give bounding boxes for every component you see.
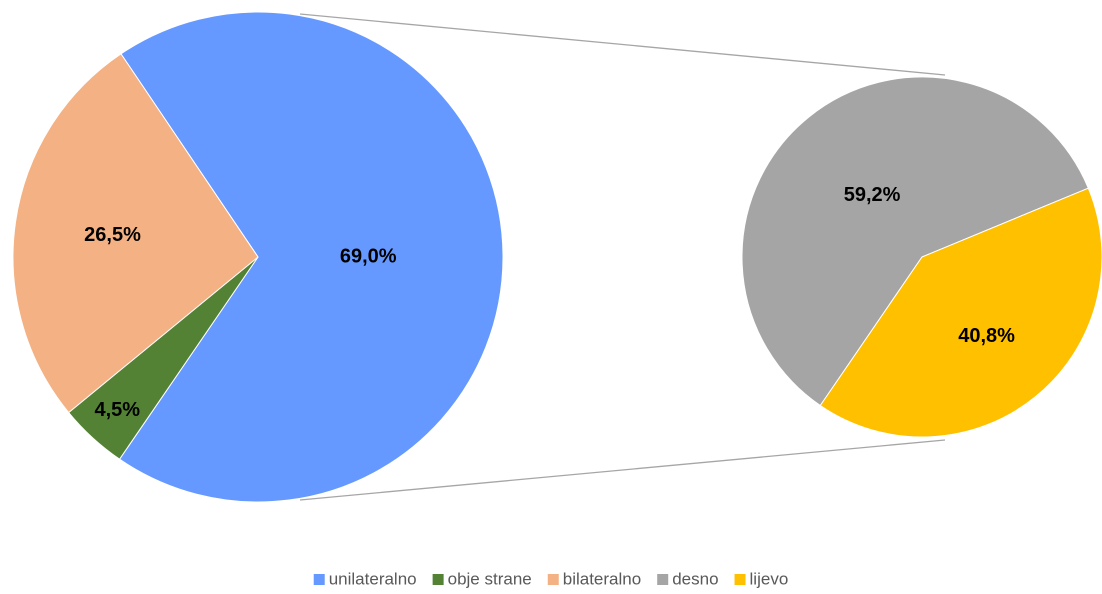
value-label: 26,5% (84, 224, 141, 246)
legend-label: desno (672, 569, 718, 588)
pie-slice (741, 76, 1089, 407)
legend-swatch (432, 574, 444, 585)
value-label: 4,5% (95, 399, 141, 421)
legend-swatch (657, 574, 669, 585)
legend-label: obje strane (448, 569, 532, 588)
pie-slice (12, 53, 259, 414)
legend-label: lijevo (750, 569, 789, 588)
value-label: 69,0% (340, 246, 397, 268)
legend-label: bilateralno (563, 569, 641, 588)
pie-slice (118, 11, 504, 503)
value-label: 40,8% (958, 325, 1015, 347)
connector-line (299, 439, 946, 501)
value-label: 59,2% (844, 184, 901, 206)
legend-label: unilateralno (329, 569, 417, 588)
connector-line (299, 13, 946, 76)
legend-swatch (734, 574, 746, 585)
legend-swatch (547, 574, 559, 585)
legend-swatch (313, 574, 325, 585)
